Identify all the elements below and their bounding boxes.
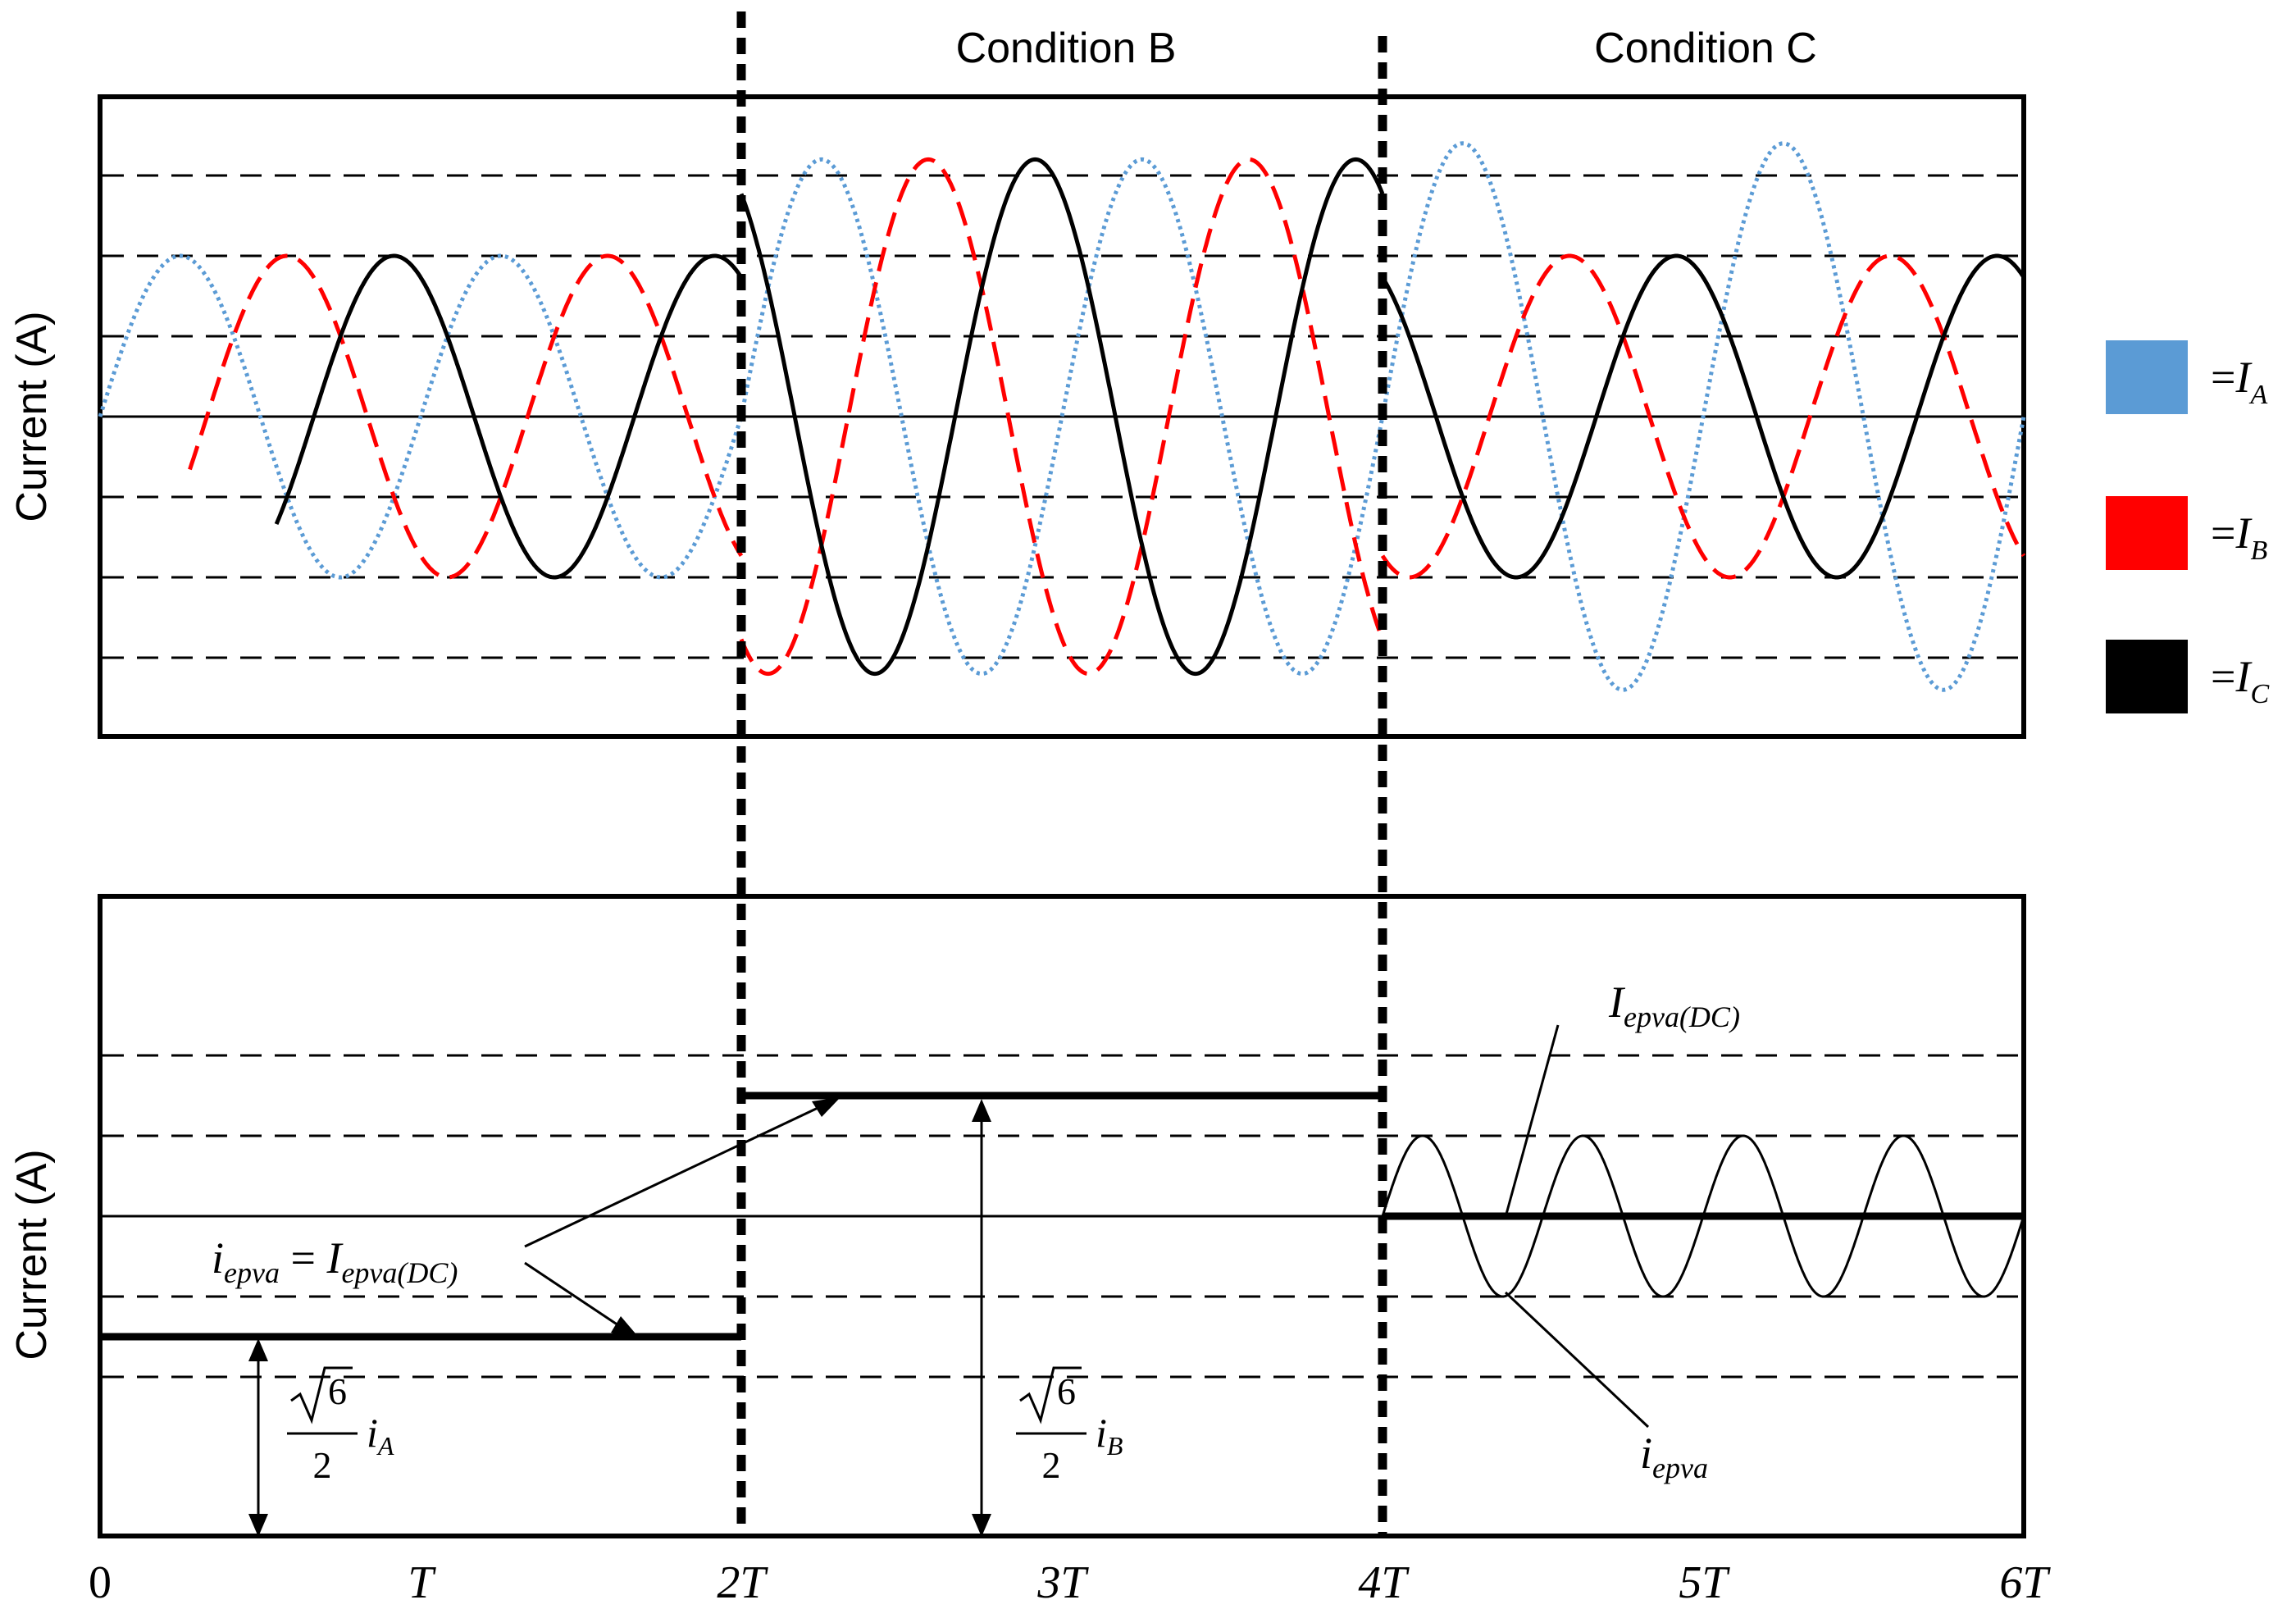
series-i-a-segment-1 (98, 253, 744, 580)
amplitude-arrow-a-head-bottom (248, 1514, 268, 1537)
legend-label-a: =IA (2211, 353, 2267, 410)
formula-a-variable: iA (367, 1410, 394, 1461)
legend-swatch-c (2106, 640, 2188, 713)
dc-label: Iepva(DC) (1608, 978, 1740, 1033)
top-curves (98, 141, 2026, 692)
legend: =IA =IB =IC (2106, 340, 2269, 713)
amplitude-arrow-a-head-top (248, 1338, 268, 1361)
series-i-c-segment-3 (1380, 253, 2026, 580)
series-i-b-segment-3 (1380, 253, 2026, 580)
condition-c-label: Condition C (1594, 25, 1817, 72)
legend-item-a: =IA (2106, 340, 2267, 414)
top-ylabel: Current (A) (8, 311, 56, 522)
ripple-current (1381, 1134, 2025, 1298)
formula-a-denominator: 2 (313, 1444, 332, 1486)
formula-b-denominator: 2 (1042, 1444, 1061, 1486)
series-i-a-segment-2 (739, 157, 1385, 677)
eq-label: iepva = Iepva(DC) (212, 1233, 458, 1289)
formula-a: 6 2 iA (287, 1366, 394, 1486)
x-tick-label: 0 (89, 1557, 112, 1608)
eq-leader-lower-arrowhead (611, 1316, 640, 1338)
legend-item-c: =IC (2106, 640, 2269, 713)
eq-leader-upper-arrowhead (812, 1097, 840, 1117)
eq-leader-upper (524, 1101, 829, 1248)
formula-a-numerator: 6 (328, 1370, 347, 1412)
series-i-b-segment-2 (739, 157, 1385, 677)
x-tick-label: 3T (1036, 1557, 1089, 1608)
x-tick-labels: 0 T 2T 3T 4T 5T 6T (89, 1557, 2051, 1608)
amplitude-arrow-b-head-top (972, 1099, 991, 1122)
series-i-c-segment-2 (739, 157, 1385, 677)
condition-b-label: Condition B (956, 25, 1177, 72)
x-tick-label: 4T (1358, 1557, 1410, 1608)
legend-swatch-a (2106, 340, 2188, 414)
legend-label-c: =IC (2211, 652, 2269, 709)
x-tick-label: 2T (717, 1557, 768, 1608)
legend-item-b: =IB (2106, 496, 2267, 570)
condition-dividers (736, 11, 1387, 1536)
amplitude-arrow-b-head-bottom (972, 1514, 991, 1537)
formula-b-sqrt-sign (1019, 1366, 1082, 1424)
bottom-ylabel: Current (A) (8, 1149, 56, 1360)
series-i-a-segment-3 (1380, 141, 2026, 692)
x-tick-label: T (408, 1557, 436, 1608)
bottom-panel: Current (A) iepva = Iepva(DC) Iepva(DC) … (8, 894, 2026, 1538)
top-panel: Current (A) (8, 94, 2026, 739)
eq-leader-lower (524, 1261, 624, 1330)
legend-swatch-b (2106, 496, 2188, 570)
x-tick-label: 5T (1679, 1557, 1730, 1608)
series-i-b-segment-1 (188, 253, 744, 580)
series-i-c-segment-1 (274, 253, 744, 580)
ac-label: iepva (1640, 1429, 1708, 1484)
formula-b: 6 2 iB (1016, 1366, 1123, 1486)
legend-label-b: =IB (2211, 508, 2267, 566)
ac-label-leader (1504, 1291, 1650, 1429)
x-tick-label: 6T (1999, 1557, 2051, 1608)
dc-label-leader (1504, 1024, 1560, 1218)
formula-a-sqrt-sign (290, 1366, 353, 1424)
formula-b-numerator: 6 (1057, 1370, 1076, 1412)
annotations (248, 1024, 1650, 1537)
formula-b-variable: iB (1096, 1410, 1123, 1461)
